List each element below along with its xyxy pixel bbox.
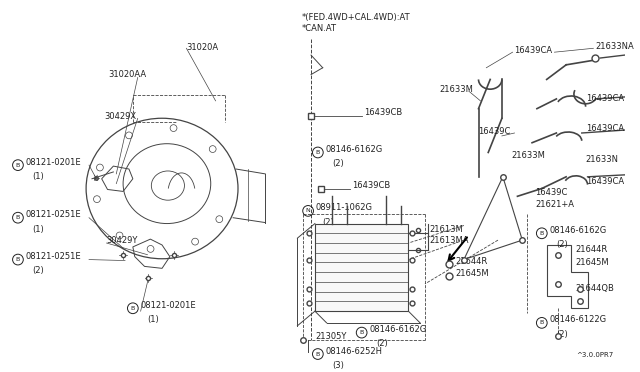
Text: 21613MA: 21613MA [430,235,469,245]
Text: 16439C: 16439C [479,126,511,135]
Text: 21633M: 21633M [440,85,474,94]
Text: 31020AA: 31020AA [109,70,147,79]
Text: 08146-6122G: 08146-6122G [550,315,607,324]
Text: N: N [306,208,310,214]
Text: 16439CA: 16439CA [515,46,553,55]
Text: 16439CA: 16439CA [586,94,624,103]
Text: 08146-6162G: 08146-6162G [550,226,607,235]
Text: B: B [16,257,20,262]
Text: 21621+A: 21621+A [535,199,574,209]
Text: 08121-0251E: 08121-0251E [26,210,81,219]
Text: 21644QB: 21644QB [576,284,615,293]
Text: *CAN.AT: *CAN.AT [301,24,336,33]
Text: 21644R: 21644R [455,257,488,266]
Text: (1): (1) [33,172,44,181]
Text: 16439CB: 16439CB [352,181,390,190]
Text: (3): (3) [332,361,344,370]
Text: B: B [316,150,320,155]
Text: B: B [360,330,364,335]
Text: B: B [316,352,320,356]
Text: (1): (1) [147,315,159,324]
Text: ^3.0.0PR7: ^3.0.0PR7 [576,352,613,358]
Text: 21644R: 21644R [576,246,608,254]
Text: 21645M: 21645M [455,269,489,278]
Text: (2): (2) [376,339,388,349]
Text: B: B [16,163,20,168]
Bar [315,224,408,311]
Text: 16439CA: 16439CA [586,124,624,133]
Text: 16439CA: 16439CA [586,177,624,186]
Text: B: B [16,215,20,220]
Text: 21633M: 21633M [511,151,545,160]
Text: (2): (2) [332,159,344,168]
Text: 08121-0251E: 08121-0251E [26,252,81,261]
Text: (2): (2) [556,240,568,249]
Text: 21645M: 21645M [576,258,609,267]
Text: 08911-1062G: 08911-1062G [316,203,373,212]
Text: 08146-6162G: 08146-6162G [326,145,383,154]
Text: 08121-0201E: 08121-0201E [26,158,81,167]
Text: B: B [540,231,544,236]
Text: 16439C: 16439C [535,188,567,197]
Text: (2): (2) [33,266,44,275]
Text: (2): (2) [323,218,335,227]
Text: 30429Y: 30429Y [106,235,138,245]
Text: (2): (2) [556,330,568,339]
Text: 16439CB: 16439CB [364,108,402,117]
Text: 08146-6252H: 08146-6252H [326,347,383,356]
Text: B: B [131,306,135,311]
Text: 30429X: 30429X [104,112,137,121]
Text: (1): (1) [33,225,44,234]
Text: *(FED.4WD+CAL.4WD):AT: *(FED.4WD+CAL.4WD):AT [301,13,410,22]
Text: B: B [540,320,544,326]
Text: 08146-6162G: 08146-6162G [369,325,427,334]
Text: 31020A: 31020A [186,43,218,52]
Text: 21633N: 21633N [586,155,619,164]
Text: 21613M: 21613M [430,225,463,234]
Text: 08121-0201E: 08121-0201E [141,301,196,310]
Text: 21633NA: 21633NA [595,42,634,51]
Text: 21305Y: 21305Y [315,332,346,341]
